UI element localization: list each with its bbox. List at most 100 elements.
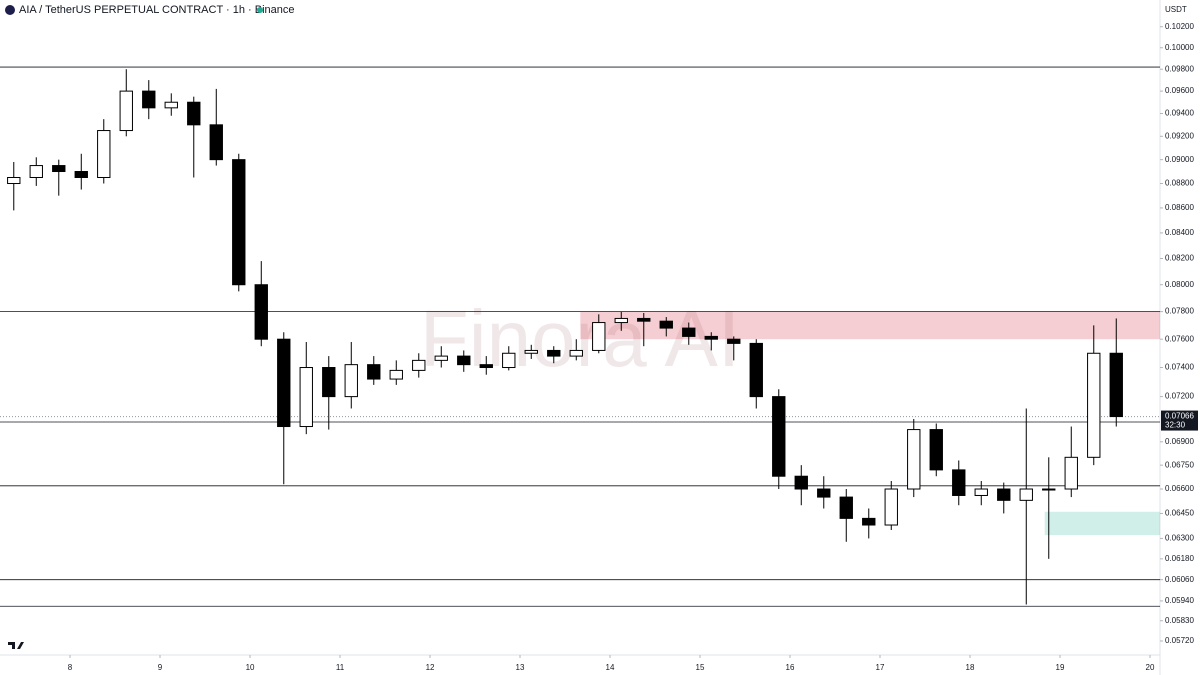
candle-body bbox=[74, 171, 88, 178]
last-price-label: 0.07066 bbox=[1165, 412, 1194, 421]
x-tick-label: 15 bbox=[696, 663, 705, 672]
candle-body bbox=[727, 338, 741, 344]
candle-body bbox=[479, 364, 493, 369]
candle-body bbox=[772, 396, 786, 477]
candle-body bbox=[119, 90, 133, 132]
y-tick-label: 0.07400 bbox=[1165, 363, 1194, 372]
candle-body bbox=[232, 159, 246, 286]
candle-body bbox=[1064, 456, 1078, 490]
candle-body bbox=[637, 317, 651, 322]
candle-body bbox=[322, 367, 336, 398]
price-badge-bg bbox=[1161, 410, 1198, 431]
y-tick-label: 0.06060 bbox=[1165, 575, 1194, 584]
y-tick-label: 0.05940 bbox=[1165, 596, 1194, 605]
candle-body bbox=[749, 342, 763, 398]
zone bbox=[1044, 511, 1160, 536]
y-tick-label: 0.09200 bbox=[1165, 131, 1194, 140]
candle-body bbox=[569, 349, 583, 357]
watermark: Finora AI bbox=[420, 294, 740, 383]
status-dot bbox=[257, 7, 263, 13]
y-tick-label: 0.06180 bbox=[1165, 554, 1194, 563]
x-tick-label: 19 bbox=[1056, 663, 1065, 672]
x-tick-label: 17 bbox=[876, 663, 885, 672]
candle-body bbox=[142, 90, 156, 109]
y-tick-label: 0.08400 bbox=[1165, 228, 1194, 237]
candle-body bbox=[974, 488, 988, 496]
x-tick-label: 11 bbox=[336, 663, 345, 672]
unit-label: USDT bbox=[1165, 5, 1187, 14]
x-tick-label: 14 bbox=[606, 663, 615, 672]
y-tick-label: 0.06600 bbox=[1165, 484, 1194, 493]
candle-body bbox=[1019, 488, 1033, 501]
candle-body bbox=[794, 475, 808, 490]
candle-body bbox=[1042, 488, 1056, 491]
candle-body bbox=[29, 165, 43, 178]
candle-body bbox=[187, 101, 201, 126]
candle-body bbox=[344, 364, 358, 398]
zone bbox=[580, 311, 1160, 340]
y-tick-label: 0.05720 bbox=[1165, 636, 1194, 645]
candle-body bbox=[7, 176, 21, 185]
y-tick-label: 0.05830 bbox=[1165, 616, 1194, 625]
candle-body bbox=[614, 317, 628, 324]
candle-body bbox=[929, 429, 943, 471]
x-tick-label: 9 bbox=[158, 663, 163, 672]
y-tick-label: 0.08000 bbox=[1165, 280, 1194, 289]
symbol-icon bbox=[5, 5, 15, 15]
candle-body bbox=[682, 327, 696, 337]
candle-body bbox=[592, 322, 606, 351]
y-tick-label: 0.07200 bbox=[1165, 392, 1194, 401]
candle-body bbox=[457, 355, 471, 366]
candle-body bbox=[502, 352, 516, 369]
candle-body bbox=[299, 367, 313, 428]
candle-body bbox=[704, 335, 718, 340]
y-tick-label: 0.10000 bbox=[1165, 43, 1194, 52]
candle-body bbox=[277, 338, 291, 428]
candle-body bbox=[389, 369, 403, 380]
x-tick-label: 20 bbox=[1146, 663, 1155, 672]
candle-body bbox=[547, 349, 561, 357]
candle-body bbox=[52, 165, 66, 173]
x-tick-label: 16 bbox=[786, 663, 795, 672]
candle-body bbox=[952, 469, 966, 496]
candle-body bbox=[817, 488, 831, 498]
chart-title: AIA / TetherUS PERPETUAL CONTRACT · 1h ·… bbox=[19, 4, 295, 16]
candle-body bbox=[209, 124, 223, 161]
x-tick-label: 8 bbox=[68, 663, 73, 672]
logo-shape bbox=[8, 642, 24, 649]
y-tick-label: 0.08200 bbox=[1165, 254, 1194, 263]
candle-body bbox=[412, 359, 426, 371]
y-tick-label: 0.07800 bbox=[1165, 307, 1194, 316]
candle-body bbox=[997, 488, 1011, 501]
y-tick-label: 0.06450 bbox=[1165, 509, 1194, 518]
candle-body bbox=[907, 429, 921, 490]
y-tick-label: 0.09400 bbox=[1165, 109, 1194, 118]
candle-body bbox=[524, 349, 538, 354]
y-tick-label: 0.07600 bbox=[1165, 334, 1194, 343]
y-tick-label: 0.08800 bbox=[1165, 179, 1194, 188]
plot: 0.10200 0.10000 0.09800 0.09600 0.09400 0.092… bbox=[0, 22, 1194, 672]
x-tick-label: 12 bbox=[426, 663, 435, 672]
y-tick-label: 0.06750 bbox=[1165, 460, 1194, 469]
x-tick-label: 18 bbox=[966, 663, 975, 672]
x-tick-label: 13 bbox=[516, 663, 525, 672]
candle-body bbox=[862, 517, 876, 526]
candle-body bbox=[839, 496, 853, 519]
y-tick-label: 0.09600 bbox=[1165, 86, 1194, 95]
candle-body bbox=[434, 355, 448, 361]
candle-body bbox=[97, 130, 111, 178]
candle-body bbox=[367, 364, 381, 380]
candle-body bbox=[164, 101, 178, 109]
candle-body bbox=[659, 320, 673, 329]
x-tick-label: 10 bbox=[246, 663, 255, 672]
y-tick-label: 0.06300 bbox=[1165, 534, 1194, 543]
y-tick-label: 0.09800 bbox=[1165, 64, 1194, 73]
y-tick-label: 0.10200 bbox=[1165, 22, 1194, 31]
y-tick-label: 0.09000 bbox=[1165, 155, 1194, 164]
candle-body bbox=[1087, 352, 1101, 458]
candle-body bbox=[1109, 352, 1123, 418]
countdown: 32:30 bbox=[1165, 421, 1186, 430]
